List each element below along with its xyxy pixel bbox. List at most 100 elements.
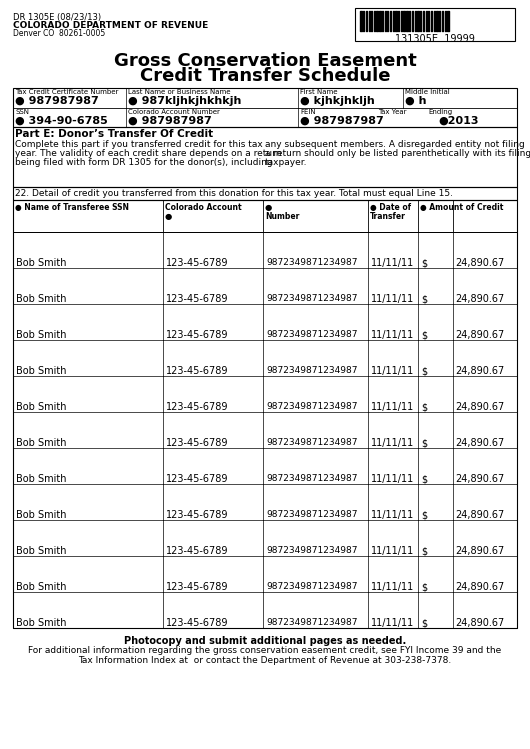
Text: Tax Information Index at  or contact the Department of Revenue at 303-238-7378.: Tax Information Index at or contact the … [78,656,452,665]
Text: 24,890.67: 24,890.67 [455,546,504,556]
Text: 11/11/11: 11/11/11 [371,618,414,628]
Text: ● h: ● h [405,96,427,106]
Text: $: $ [421,294,427,304]
Text: $: $ [421,618,427,628]
Text: Tax Credit Certificate Number: Tax Credit Certificate Number [15,89,118,95]
Text: Bob Smith: Bob Smith [16,546,66,556]
Text: 9872349871234987: 9872349871234987 [266,330,358,339]
Text: Bob Smith: Bob Smith [16,402,66,412]
Text: Colorado Account: Colorado Account [165,203,242,212]
Text: 11/11/11: 11/11/11 [371,330,414,340]
Text: 11/11/11: 11/11/11 [371,582,414,592]
Text: 9872349871234987: 9872349871234987 [266,366,358,375]
Text: 24,890.67: 24,890.67 [455,330,504,340]
Text: Bob Smith: Bob Smith [16,438,66,448]
Text: 11/11/11: 11/11/11 [371,402,414,412]
Bar [355,8,515,41]
Text: 123-45-6789: 123-45-6789 [166,438,228,448]
Text: $: $ [421,474,427,484]
Text: 9872349871234987: 9872349871234987 [266,258,358,267]
Text: For additional information regarding the gross conservation easement credit, see: For additional information regarding the… [29,646,501,655]
Text: Bob Smith: Bob Smith [16,258,66,268]
Text: 123-45-6789: 123-45-6789 [166,510,228,520]
Text: 24,890.67: 24,890.67 [455,438,504,448]
Text: ● Amount of Credit: ● Amount of Credit [420,203,504,212]
Text: 123-45-6789: 123-45-6789 [166,402,228,412]
Text: Last Name or Business Name: Last Name or Business Name [128,89,231,95]
Text: taxpayer.: taxpayer. [265,158,307,167]
Text: 9872349871234987: 9872349871234987 [266,438,358,447]
Text: a return should only be listed parenthetically with its filing: a return should only be listed parenthet… [265,149,530,158]
Text: Credit Transfer Schedule: Credit Transfer Schedule [140,67,390,85]
Text: 123-45-6789: 123-45-6789 [166,474,228,484]
Text: Denver CO  80261-0005: Denver CO 80261-0005 [13,29,105,38]
Text: 9872349871234987: 9872349871234987 [266,510,358,519]
Bar [13,127,517,187]
Text: Gross Conservation Easement: Gross Conservation Easement [113,52,417,70]
Text: 123-45-6789: 123-45-6789 [166,294,228,304]
Text: ● Date of: ● Date of [370,203,411,212]
Text: DR 1305E (08/23/13): DR 1305E (08/23/13) [13,13,101,22]
Text: ●: ● [265,203,272,212]
Text: 9872349871234987: 9872349871234987 [266,402,358,411]
Text: Bob Smith: Bob Smith [16,366,66,376]
Text: ●2013: ●2013 [438,116,479,126]
Text: any subsequent members. A disregarded entity not filing: any subsequent members. A disregarded en… [265,140,525,149]
Text: Transfer: Transfer [370,212,406,221]
Text: ● 987kljhkjhkhkjh: ● 987kljhkjhkhkjh [128,96,241,106]
Text: $: $ [421,366,427,376]
Text: 11/11/11: 11/11/11 [371,294,414,304]
Text: 123-45-6789: 123-45-6789 [166,330,228,340]
Text: 24,890.67: 24,890.67 [455,258,504,268]
Text: 9872349871234987: 9872349871234987 [266,546,358,555]
Text: ● kjhkjhkljh: ● kjhkjhkljh [300,96,375,106]
Text: 24,890.67: 24,890.67 [455,366,504,376]
Text: Bob Smith: Bob Smith [16,330,66,340]
Bar [13,200,517,628]
Text: 11/11/11: 11/11/11 [371,510,414,520]
Text: 11/11/11: 11/11/11 [371,546,414,556]
Text: 123-45-6789: 123-45-6789 [166,618,228,628]
Text: 123-45-6789: 123-45-6789 [166,546,228,556]
Text: $: $ [421,510,427,520]
Text: 123-45-6789: 123-45-6789 [166,366,228,376]
Text: Colorado Account Number: Colorado Account Number [128,109,220,115]
Text: Bob Smith: Bob Smith [16,474,66,484]
Text: SSN: SSN [15,109,29,115]
Text: 9872349871234987: 9872349871234987 [266,618,358,627]
Text: $: $ [421,330,427,340]
Text: ● 394-90-6785: ● 394-90-6785 [15,116,108,126]
Text: Middle Initial: Middle Initial [405,89,450,95]
Text: ● 987987987: ● 987987987 [128,116,212,126]
Text: COLORADO DEPARTMENT OF REVENUE: COLORADO DEPARTMENT OF REVENUE [13,21,208,30]
Text: 9872349871234987: 9872349871234987 [266,294,358,303]
Text: Photocopy and submit additional pages as needed.: Photocopy and submit additional pages as… [124,636,406,646]
Text: 24,890.67: 24,890.67 [455,582,504,592]
Text: $: $ [421,438,427,448]
Text: ● 987987987: ● 987987987 [15,96,99,106]
Text: Bob Smith: Bob Smith [16,618,66,628]
Text: 11/11/11: 11/11/11 [371,438,414,448]
Bar [13,88,517,127]
Bar [13,200,517,232]
Text: being filed with form DR 1305 for the donor(s), including: being filed with form DR 1305 for the do… [15,158,272,167]
Text: 24,890.67: 24,890.67 [455,402,504,412]
Text: Bob Smith: Bob Smith [16,582,66,592]
Text: year. The validity of each credit share depends on a return: year. The validity of each credit share … [15,149,281,158]
Text: 9872349871234987: 9872349871234987 [266,474,358,483]
Text: 22. Detail of credit you transferred from this donation for this tax year. Total: 22. Detail of credit you transferred fro… [15,189,453,198]
Text: 24,890.67: 24,890.67 [455,618,504,628]
Text: $: $ [421,582,427,592]
Text: Bob Smith: Bob Smith [16,510,66,520]
Text: First Name: First Name [300,89,338,95]
Text: $: $ [421,402,427,412]
Text: ●: ● [165,212,172,221]
Text: Bob Smith: Bob Smith [16,294,66,304]
Text: ● Name of Transferee SSN: ● Name of Transferee SSN [15,203,129,212]
Text: 131305E  19999: 131305E 19999 [395,34,475,44]
Bar [13,187,517,200]
Text: $: $ [421,258,427,268]
Text: $: $ [421,546,427,556]
Text: 11/11/11: 11/11/11 [371,366,414,376]
Text: 24,890.67: 24,890.67 [455,474,504,484]
